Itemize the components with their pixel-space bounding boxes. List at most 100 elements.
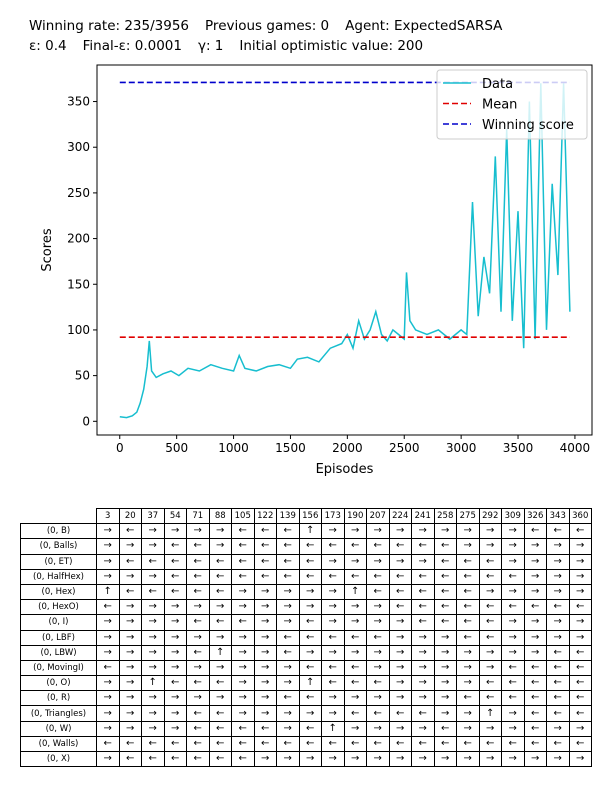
policy-cell: →: [208, 659, 232, 677]
policy-cell: ←: [501, 659, 525, 677]
policy-cell: →: [118, 629, 142, 646]
policy-cell: →: [388, 720, 412, 737]
table-row: (0, R) → → → → → → → → ← ← → → → → → → ← ← ← ← ← ←: [20, 690, 592, 707]
y-tick-label: 100: [67, 323, 90, 337]
final-epsilon: Final-ε: 0.0001: [82, 38, 182, 54]
table-row: (0, ET) → ← ← ← ← ← ← ← ← ← → → → → → ← ← ← → → → →: [20, 553, 592, 570]
policy-cell: ←: [568, 675, 592, 692]
policy-cell: →: [501, 583, 525, 601]
policy-cell: ←: [186, 538, 210, 555]
policy-cell: ←: [186, 614, 210, 631]
policy-cell: →: [411, 720, 435, 737]
policy-cell: →: [456, 750, 480, 768]
policy-cell: ←: [231, 568, 255, 585]
score-chart: 0 500 1000 1500 2000 2500 3000 3500 4000 0 50 100 15…: [40, 64, 593, 477]
policy-header-row: 3 20 37 54 71 88 105 122 139 156 173 190 207 224 241 25…: [21, 507, 592, 525]
policy-cell: →: [186, 659, 210, 677]
policy-cell: ←: [546, 705, 570, 722]
policy-cell: ←: [253, 720, 277, 737]
policy-cell: ←: [231, 553, 255, 570]
policy-cell: ←: [163, 735, 187, 753]
policy-cell: ←: [546, 690, 570, 707]
column-header: 173: [321, 507, 345, 525]
policy-cell: →: [501, 720, 525, 737]
policy-cell: ←: [298, 568, 322, 585]
column-header: 241: [411, 507, 435, 525]
policy-cell: ↑: [96, 583, 120, 601]
x-axis-label: Episodes: [316, 462, 374, 477]
policy-cell: →: [253, 675, 277, 692]
policy-cell: →: [343, 599, 367, 616]
policy-cell: ←: [343, 675, 367, 692]
policy-cell: ↑: [208, 644, 232, 661]
column-header: 309: [501, 507, 525, 525]
policy-cell: ←: [186, 750, 210, 768]
policy-cell: →: [141, 599, 165, 616]
policy-cell: ←: [456, 599, 480, 616]
policy-cell: ↑: [298, 523, 322, 540]
column-header: 190: [343, 507, 367, 525]
column-header: 122: [253, 507, 277, 525]
policy-cell: →: [478, 523, 502, 540]
policy-cell: →: [231, 599, 255, 616]
policy-cell: ↑: [343, 583, 367, 601]
policy-cell: →: [523, 750, 547, 768]
policy-cell: ←: [141, 750, 165, 768]
initial-optimistic-value: Initial optimistic value: 200: [239, 38, 424, 54]
policy-cell: →: [141, 690, 165, 707]
policy-cell: ←: [208, 675, 232, 692]
column-header: 343: [546, 507, 570, 525]
policy-cell: →: [568, 629, 592, 646]
policy-cell: ←: [366, 568, 390, 585]
policy-cell: →: [388, 750, 412, 768]
policy-cell: ←: [208, 720, 232, 737]
policy-cell: ←: [366, 583, 390, 601]
header-line-2: ε: 0.4 Final-ε: 0.0001 γ: 1 Initial optimis…: [29, 36, 518, 56]
policy-cell: →: [96, 523, 120, 540]
policy-cell: →: [163, 659, 187, 677]
policy-cell: →: [568, 614, 592, 631]
table-corner: [21, 509, 97, 524]
policy-cell: ←: [321, 568, 345, 585]
policy-cell: →: [456, 523, 480, 540]
policy-cell: →: [276, 675, 300, 692]
policy-cell: →: [501, 750, 525, 768]
policy-cell: ↑: [478, 705, 502, 722]
policy-cell: →: [298, 583, 322, 601]
policy-cell: ←: [186, 568, 210, 585]
policy-cell: →: [568, 553, 592, 570]
x-tick-label: 1500: [275, 441, 306, 455]
policy-cell: →: [276, 720, 300, 737]
row-label: (0, Balls): [20, 538, 97, 555]
policy-cell: ←: [523, 735, 547, 753]
policy-cell: →: [321, 583, 345, 601]
table-row: (0, W) → → → → ← ← ← ← → ← ↑ → → → → ← → → → ← → →: [20, 720, 592, 737]
policy-cell: ←: [186, 583, 210, 601]
policy-cell: →: [433, 629, 457, 646]
policy-cell: →: [231, 583, 255, 601]
policy-cell: ←: [276, 568, 300, 585]
y-tick-label: 250: [67, 186, 90, 200]
policy-cell: →: [96, 690, 120, 707]
agent-name: Agent: ExpectedSARSA: [345, 18, 503, 34]
policy-cell: →: [523, 568, 547, 585]
policy-cell: ←: [298, 553, 322, 570]
column-header: 224: [388, 507, 412, 525]
policy-cell: →: [141, 568, 165, 585]
policy-cell: →: [186, 599, 210, 616]
policy-cell: ←: [298, 659, 322, 677]
policy-cell: ←: [343, 735, 367, 753]
policy-cell: →: [411, 629, 435, 646]
policy-cell: →: [118, 659, 142, 677]
policy-cell: →: [501, 629, 525, 646]
policy-cell: ←: [276, 523, 300, 540]
policy-cell: →: [411, 675, 435, 692]
policy-cell: →: [253, 705, 277, 722]
policy-cell: →: [343, 553, 367, 570]
policy-cell: ↑: [141, 675, 165, 692]
gamma: γ: 1: [197, 38, 224, 54]
policy-cell: →: [118, 614, 142, 631]
table-row: (0, LBF) → → → → → → → → ← ← ← ← ← → → → ← ← → → → →: [20, 629, 592, 646]
policy-cell: ←: [186, 553, 210, 570]
policy-cell: →: [163, 599, 187, 616]
